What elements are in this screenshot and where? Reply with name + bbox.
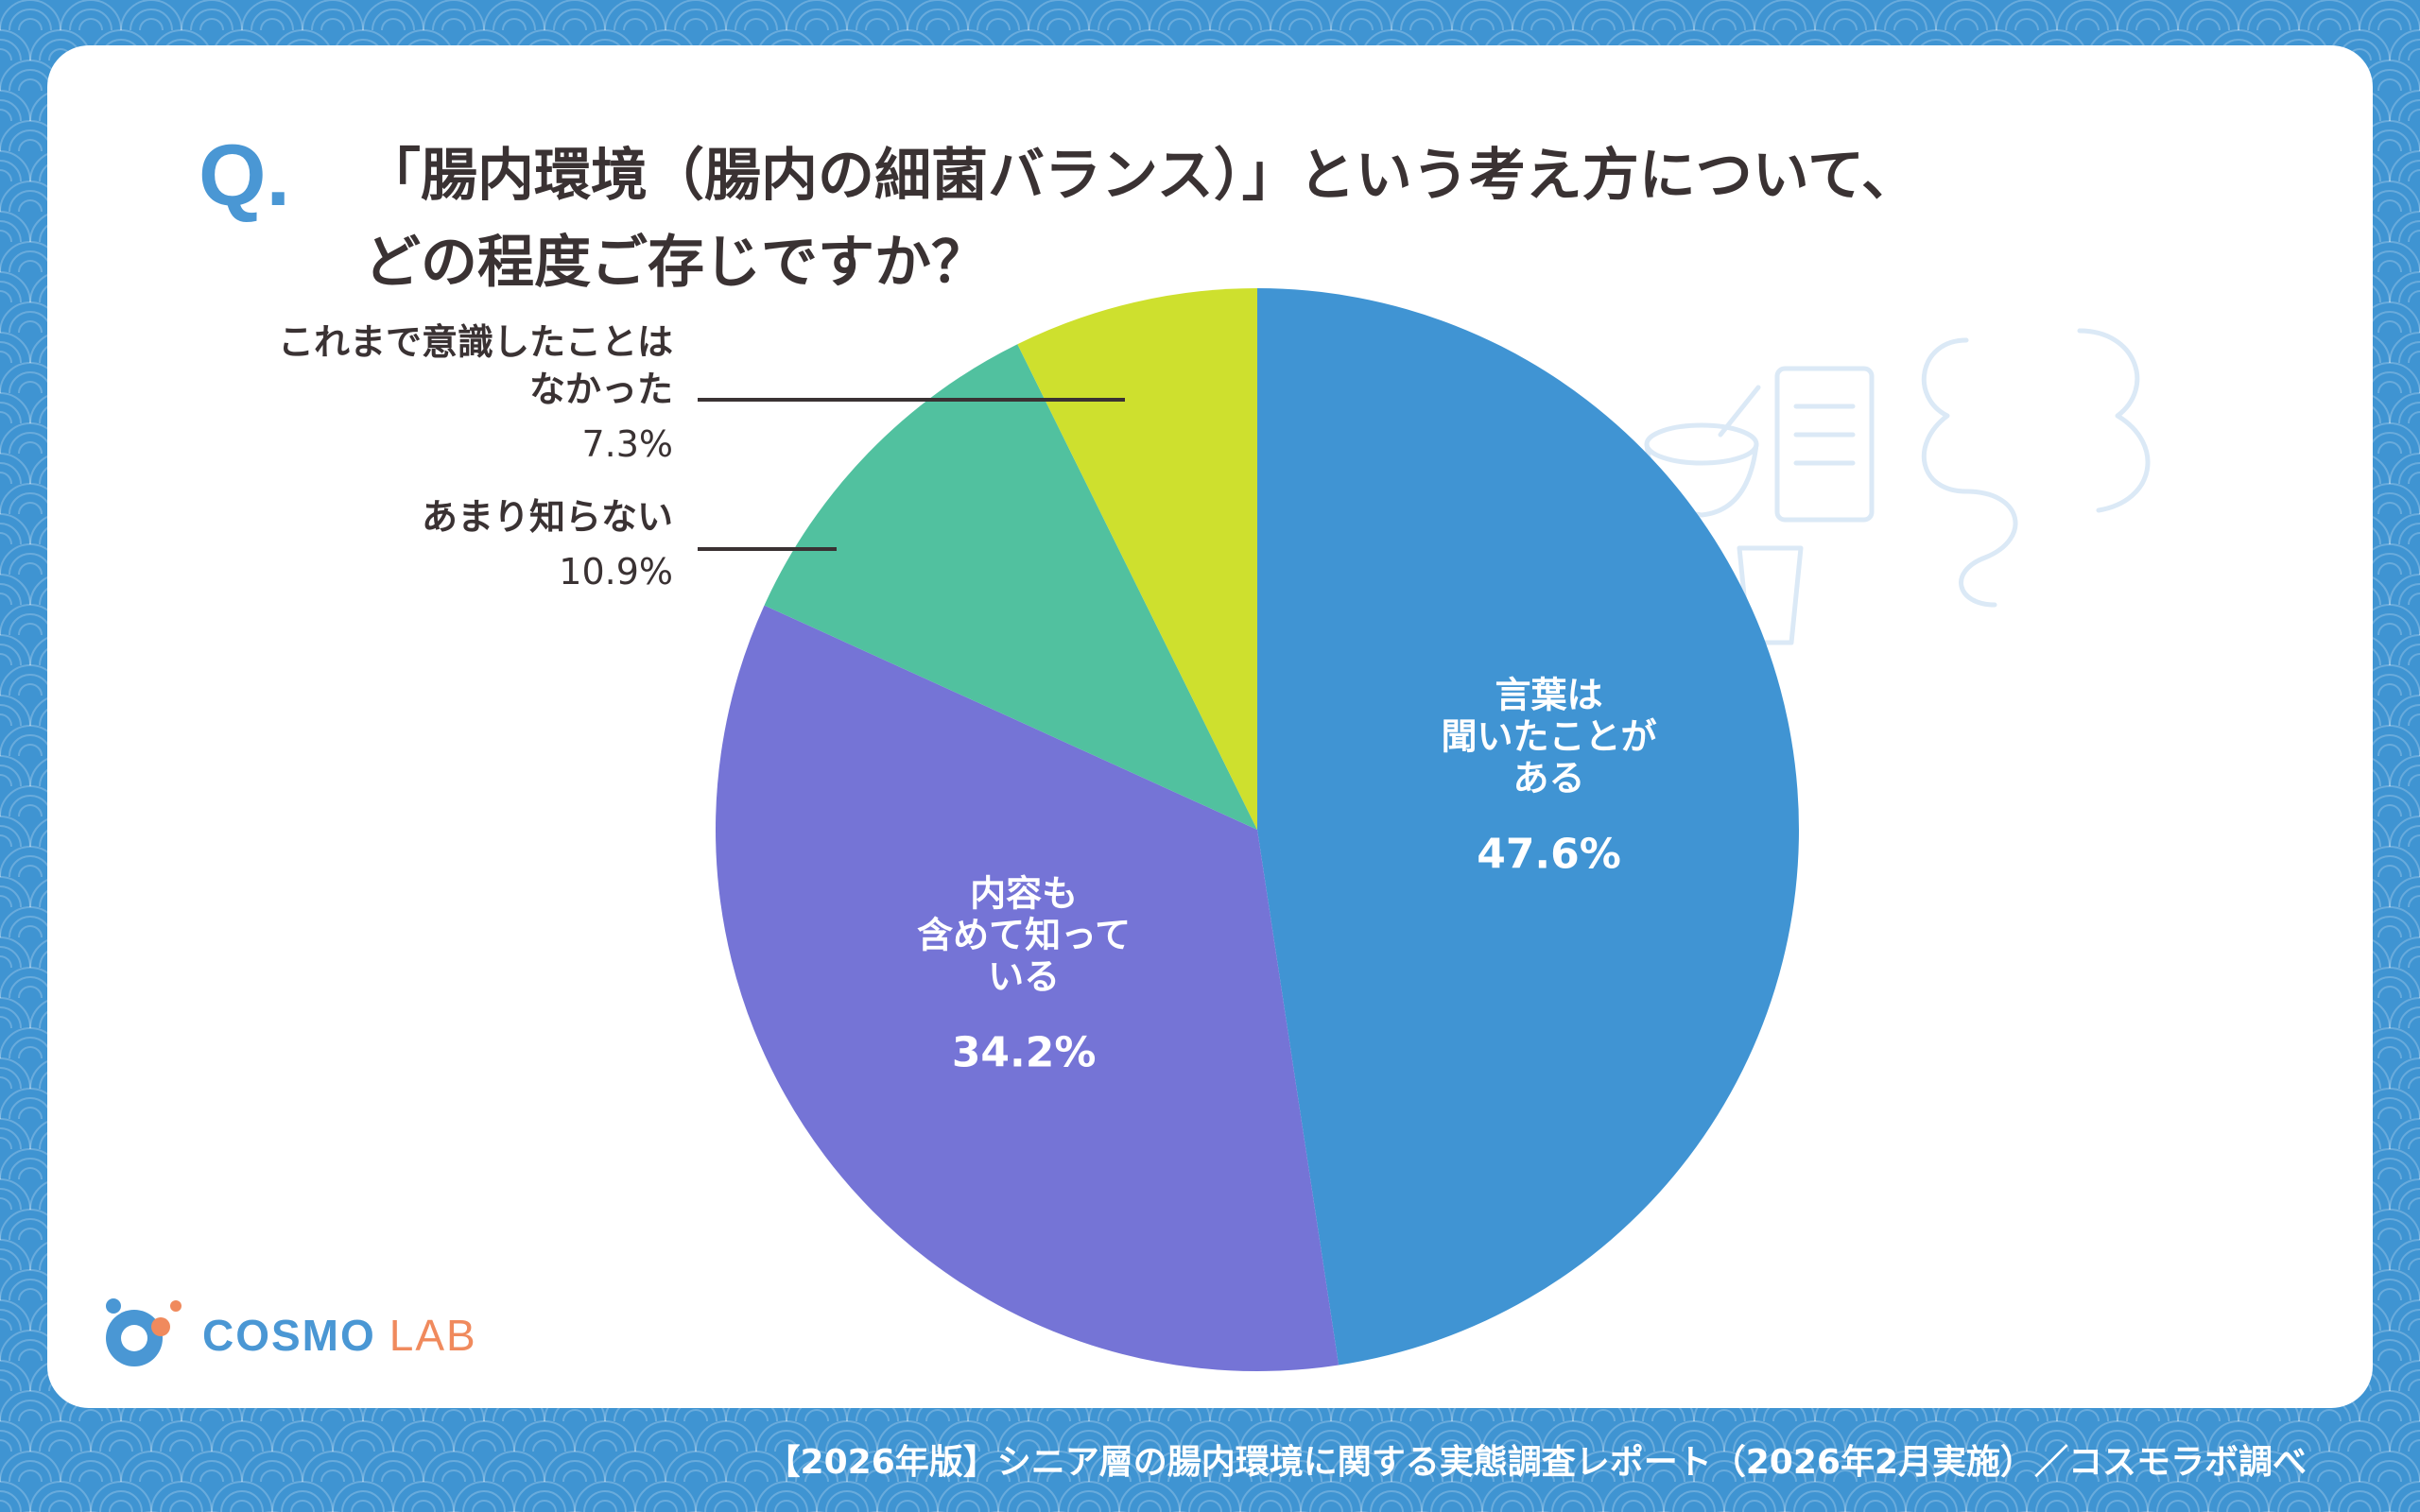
slice-label-line: これまで意識したことは [278, 321, 673, 363]
slice-label-line: 内容も [970, 873, 1078, 915]
slice-label-line: 含めて知って [917, 915, 1131, 956]
pie-slice [1257, 288, 1799, 1366]
slice-label-line: 言葉は [1495, 675, 1603, 716]
slice-label-line: なかった [529, 369, 673, 410]
slice-value: 47.6% [1477, 831, 1621, 879]
logo-text: COSMO LAB [202, 1310, 477, 1361]
pie-slices [716, 288, 1799, 1371]
slice-label-line: ある [1513, 758, 1585, 799]
gut-food-illustration [1644, 328, 2151, 645]
question-line-2: どの程度ご存じですか？ [364, 230, 988, 296]
question-title: 「腸内環境（腸内の細菌バランス）」という考え方について、 どの程度ご存じですか？ [364, 132, 2160, 306]
logo-brand: COSMO [202, 1311, 376, 1360]
cosmo-lab-logo: COSMO LAB [91, 1289, 475, 1374]
slice-label-line: いる [988, 956, 1060, 998]
slice-value: 34.2% [952, 1029, 1097, 1077]
slice-value: 7.3% [581, 423, 673, 465]
pie-slice [764, 344, 1257, 830]
slice-label-outside: あまり知らない 10.9% [422, 496, 837, 593]
logo-mark-icon [106, 1298, 182, 1366]
slice-value: 10.9% [559, 551, 673, 593]
pie-slice [716, 605, 1340, 1371]
source-note: 【2026年版】シニア層の腸内環境に関する実態調査レポート（2026年2月実施）… [766, 1443, 2307, 1482]
question-mark: Q. [199, 128, 291, 224]
slice-label-line: あまり知らない [422, 496, 673, 538]
question-line-1: 「腸内環境（腸内の細菌バランス）」という考え方について、 [364, 143, 1918, 209]
logo-suffix: LAB [389, 1311, 477, 1360]
slice-label-line: 聞いたことが [1442, 716, 1657, 758]
pie-slice [1017, 288, 1257, 830]
